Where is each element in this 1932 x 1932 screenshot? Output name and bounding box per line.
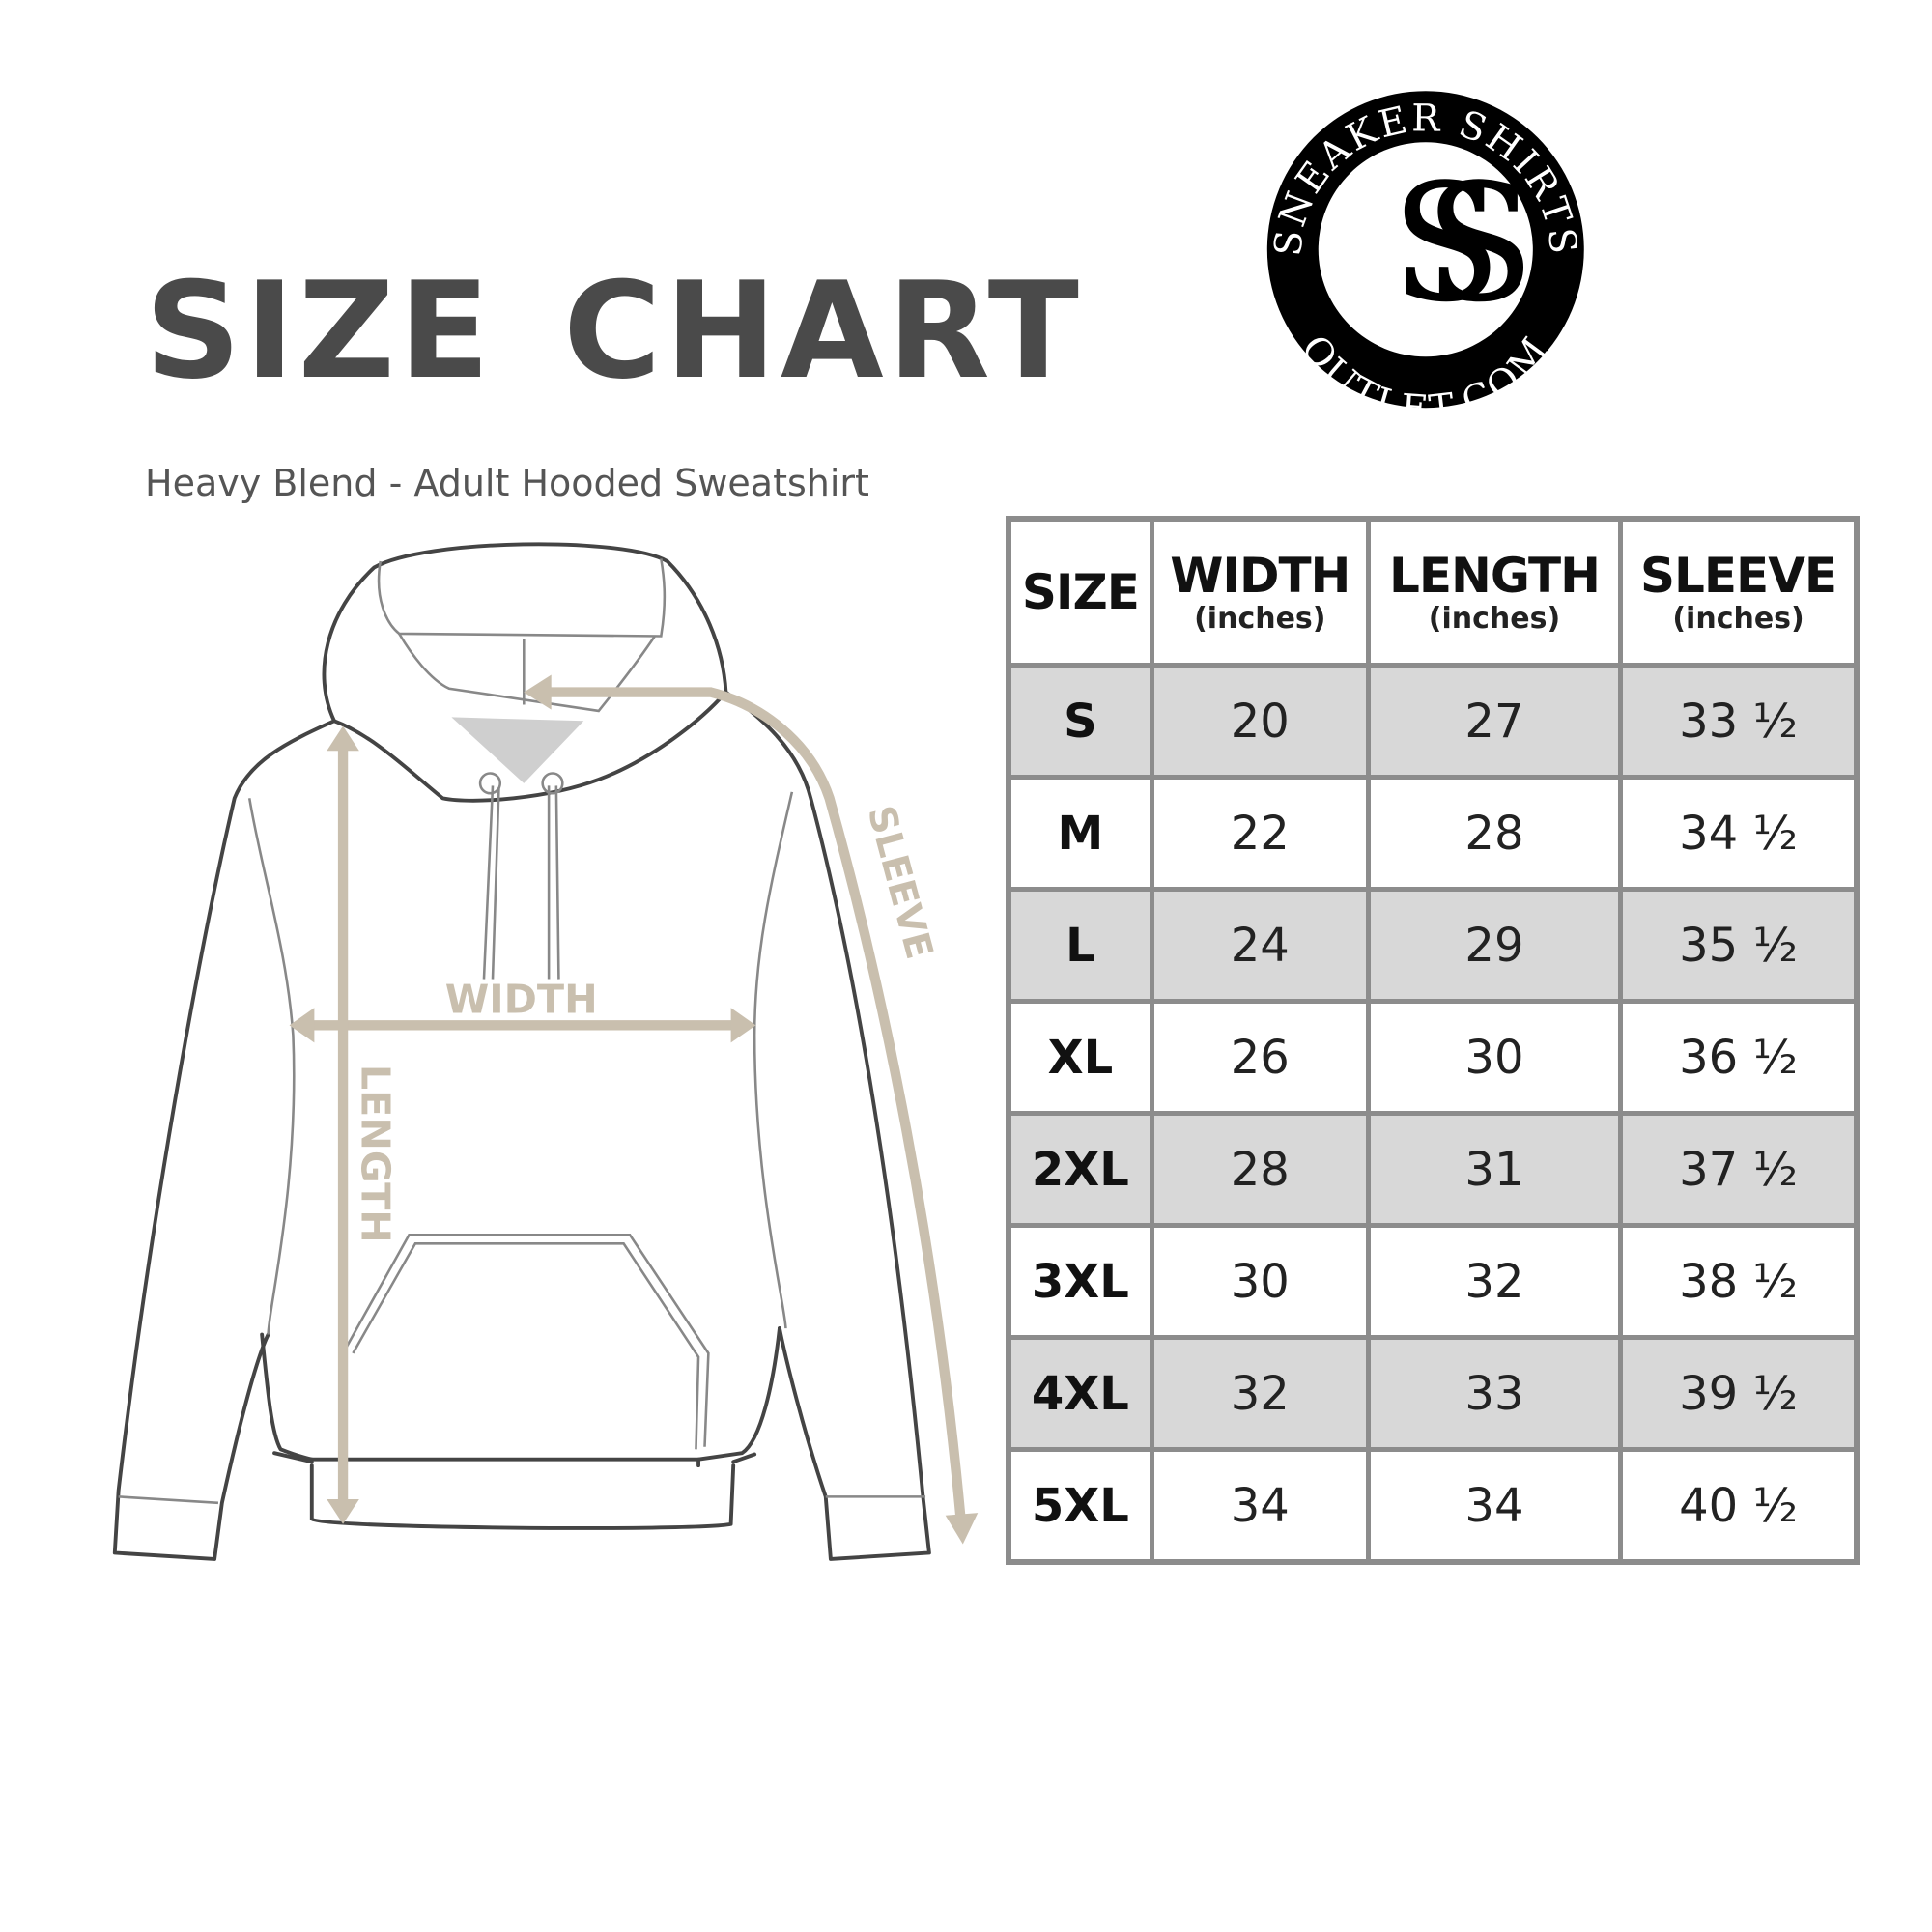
cell-sleeve: 35 ½ <box>1618 887 1860 1004</box>
hoodie-outline <box>112 542 931 1561</box>
table-row: M 22 28 34 ½ <box>1006 775 1860 892</box>
cell-width: 28 <box>1149 1111 1371 1228</box>
table-row: S 20 27 33 ½ <box>1006 663 1860 780</box>
cell-size: XL <box>1006 999 1154 1116</box>
header-sleeve: SLEEVE (inches) <box>1618 516 1860 668</box>
cell-width: 32 <box>1149 1335 1371 1452</box>
width-label: WIDTH <box>445 976 598 1022</box>
cell-size: M <box>1006 775 1154 892</box>
cell-size: 2XL <box>1006 1111 1154 1228</box>
length-label: LENGTH <box>352 1065 398 1243</box>
cell-width: 34 <box>1149 1447 1371 1565</box>
cell-sleeve: 37 ½ <box>1618 1111 1860 1228</box>
cell-sleeve: 36 ½ <box>1618 999 1860 1116</box>
cell-sleeve: 33 ½ <box>1618 663 1860 780</box>
table-row: 3XL 30 32 38 ½ <box>1006 1223 1860 1340</box>
table-row: 2XL 28 31 37 ½ <box>1006 1111 1860 1228</box>
cell-length: 30 <box>1365 999 1624 1116</box>
table-row: L 24 29 35 ½ <box>1006 887 1860 1004</box>
cell-size: 4XL <box>1006 1335 1154 1452</box>
cell-size: 5XL <box>1006 1447 1154 1565</box>
cell-length: 29 <box>1365 887 1624 1004</box>
neck-label-area <box>451 717 584 783</box>
cell-width: 20 <box>1149 663 1371 780</box>
cell-size: L <box>1006 887 1154 1004</box>
cell-length: 33 <box>1365 1335 1624 1452</box>
cell-sleeve: 34 ½ <box>1618 775 1860 892</box>
header-width: WIDTH (inches) <box>1149 516 1371 668</box>
cell-width: 22 <box>1149 775 1371 892</box>
header-length: LENGTH (inches) <box>1365 516 1624 668</box>
size-table: SIZE WIDTH (inches) LENGTH (inches) SLEEVE… <box>1006 516 1860 1565</box>
cell-width: 30 <box>1149 1223 1371 1340</box>
sleeve-arrow <box>543 687 966 1520</box>
cell-length: 34 <box>1365 1447 1624 1565</box>
cell-sleeve: 40 ½ <box>1618 1447 1860 1565</box>
table-row: 4XL 32 33 39 ½ <box>1006 1335 1860 1452</box>
cell-sleeve: 38 ½ <box>1618 1223 1860 1340</box>
cell-size: S <box>1006 663 1154 780</box>
cell-length: 32 <box>1365 1223 1624 1340</box>
cell-length: 31 <box>1365 1111 1624 1228</box>
header-size: SIZE <box>1006 516 1154 668</box>
measure-arrows <box>289 674 979 1545</box>
page-title: SIZE CHART <box>145 253 1083 409</box>
table-row: XL 26 30 36 ½ <box>1006 999 1860 1116</box>
cell-size: 3XL <box>1006 1223 1154 1340</box>
brand-logo: SNEAKER SHIRTS OUTLET.COM SS <box>1266 91 1599 432</box>
hoodie-details <box>118 558 926 1505</box>
cell-sleeve: 39 ½ <box>1618 1335 1860 1452</box>
cell-length: 27 <box>1365 663 1624 780</box>
table-row: 5XL 34 34 40 ½ <box>1006 1447 1860 1565</box>
table-header-row: SIZE WIDTH (inches) LENGTH (inches) SLEEVE… <box>1006 516 1860 668</box>
cell-width: 26 <box>1149 999 1371 1116</box>
product-subtitle: Heavy Blend - Adult Hooded Sweatshirt <box>145 462 869 504</box>
cell-length: 28 <box>1365 775 1624 892</box>
cell-width: 24 <box>1149 887 1371 1004</box>
